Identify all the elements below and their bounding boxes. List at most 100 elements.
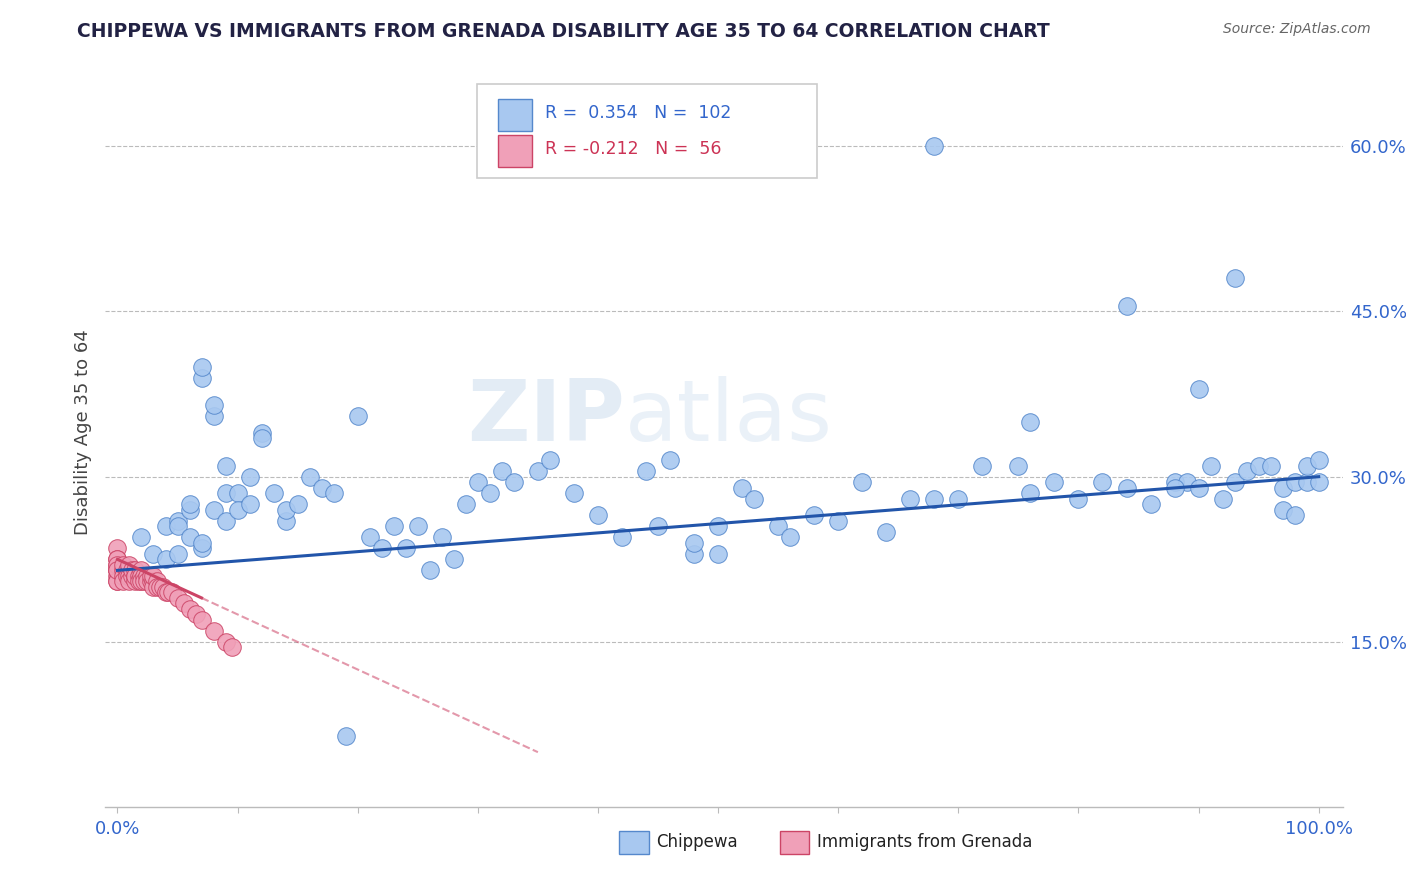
- Point: [250, 425, 273, 440]
- Point: [707, 547, 730, 561]
- Point: [1308, 453, 1330, 467]
- Point: [202, 398, 225, 412]
- Point: [166, 591, 188, 605]
- Point: [298, 469, 321, 483]
- Point: [221, 640, 243, 655]
- Point: [131, 569, 153, 583]
- Point: [395, 541, 418, 556]
- Point: [1115, 299, 1137, 313]
- Point: [382, 519, 405, 533]
- Point: [128, 574, 150, 589]
- Point: [1187, 382, 1209, 396]
- Point: [146, 580, 169, 594]
- Point: [166, 519, 188, 533]
- Point: [803, 508, 825, 523]
- Point: [1223, 475, 1246, 490]
- Point: [112, 569, 135, 583]
- FancyBboxPatch shape: [619, 831, 648, 854]
- Point: [647, 519, 669, 533]
- Point: [1236, 464, 1258, 478]
- Text: CHIPPEWA VS IMMIGRANTS FROM GRENADA DISABILITY AGE 35 TO 64 CORRELATION CHART: CHIPPEWA VS IMMIGRANTS FROM GRENADA DISA…: [77, 22, 1050, 41]
- Point: [1019, 415, 1042, 429]
- Point: [1163, 475, 1185, 490]
- Point: [683, 547, 706, 561]
- FancyBboxPatch shape: [477, 84, 817, 178]
- Point: [115, 563, 138, 577]
- Point: [173, 596, 195, 610]
- Point: [562, 486, 585, 500]
- Point: [1007, 458, 1029, 473]
- Point: [146, 574, 169, 589]
- Point: [155, 585, 177, 599]
- Point: [179, 497, 201, 511]
- Point: [467, 475, 489, 490]
- Point: [179, 502, 201, 516]
- Point: [610, 530, 633, 544]
- Point: [115, 569, 138, 583]
- Point: [779, 530, 801, 544]
- Point: [346, 409, 368, 423]
- Point: [214, 514, 236, 528]
- Point: [118, 563, 141, 577]
- Point: [128, 569, 150, 583]
- Point: [454, 497, 477, 511]
- Point: [1187, 481, 1209, 495]
- Point: [250, 431, 273, 445]
- Point: [124, 574, 146, 589]
- Point: [875, 524, 897, 539]
- Point: [190, 359, 212, 374]
- Point: [121, 563, 143, 577]
- Point: [124, 569, 146, 583]
- Point: [898, 491, 921, 506]
- Point: [527, 464, 550, 478]
- Point: [335, 729, 357, 743]
- Point: [1067, 491, 1090, 506]
- Text: R = -0.212   N =  56: R = -0.212 N = 56: [544, 140, 721, 159]
- Point: [1295, 458, 1317, 473]
- Point: [155, 552, 177, 566]
- Point: [1284, 508, 1306, 523]
- Text: atlas: atlas: [626, 376, 834, 459]
- Point: [1139, 497, 1161, 511]
- Point: [142, 580, 165, 594]
- Point: [107, 563, 129, 577]
- Point: [1115, 481, 1137, 495]
- Point: [202, 409, 225, 423]
- Point: [190, 613, 212, 627]
- Point: [1199, 458, 1222, 473]
- Point: [155, 519, 177, 533]
- Point: [1260, 458, 1282, 473]
- Point: [1223, 271, 1246, 285]
- Text: Source: ZipAtlas.com: Source: ZipAtlas.com: [1223, 22, 1371, 37]
- Text: Chippewa: Chippewa: [657, 833, 738, 852]
- Point: [443, 552, 465, 566]
- Point: [1284, 475, 1306, 490]
- Point: [118, 558, 141, 572]
- Point: [478, 486, 501, 500]
- Point: [502, 475, 524, 490]
- Point: [139, 569, 162, 583]
- Point: [491, 464, 513, 478]
- Point: [121, 569, 143, 583]
- Point: [322, 486, 344, 500]
- Point: [586, 508, 609, 523]
- Point: [131, 574, 153, 589]
- Point: [766, 519, 789, 533]
- Point: [136, 574, 159, 589]
- Point: [1271, 481, 1294, 495]
- Point: [214, 635, 236, 649]
- Text: ZIP: ZIP: [467, 376, 626, 459]
- Point: [179, 530, 201, 544]
- Point: [972, 458, 994, 473]
- Point: [214, 458, 236, 473]
- Point: [124, 569, 146, 583]
- FancyBboxPatch shape: [498, 99, 533, 130]
- Point: [166, 547, 188, 561]
- Point: [107, 541, 129, 556]
- Point: [359, 530, 381, 544]
- Point: [107, 552, 129, 566]
- Point: [132, 569, 155, 583]
- FancyBboxPatch shape: [498, 136, 533, 167]
- Point: [827, 514, 849, 528]
- Point: [742, 491, 765, 506]
